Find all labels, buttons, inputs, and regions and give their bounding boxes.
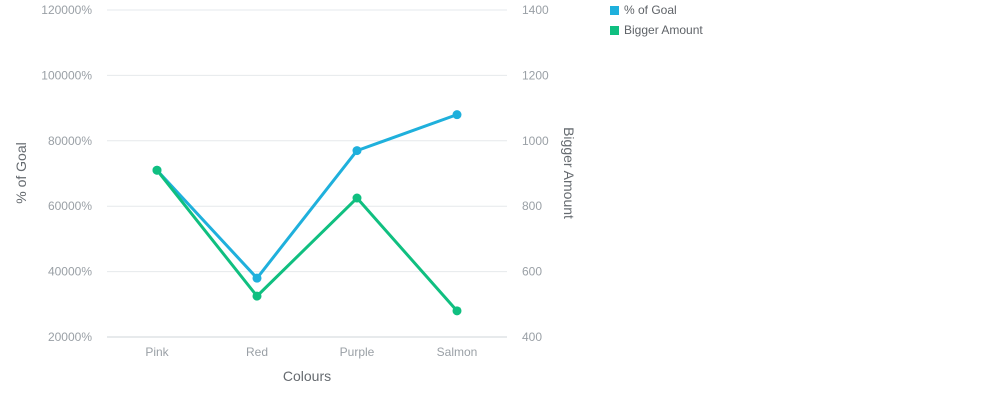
left-tick-label: 40000% (48, 265, 92, 279)
data-point[interactable] (152, 165, 162, 175)
legend-label-bigger-amount: Bigger Amount (624, 23, 703, 37)
left-tick-label: 20000% (48, 330, 92, 344)
x-tick-label: Salmon (437, 345, 478, 359)
x-axis-title: Colours (283, 368, 331, 384)
left-axis-title: % of Goal (13, 142, 29, 203)
left-tick-label: 100000% (41, 68, 92, 82)
series-line (155, 113, 459, 280)
gridlines (107, 9, 507, 338)
series-line (155, 168, 459, 313)
series-0 (152, 110, 462, 283)
x-tick-label: Purple (340, 345, 375, 359)
right-tick-label: 400 (522, 330, 542, 344)
legend-item-bigger-amount[interactable]: Bigger Amount (610, 23, 703, 37)
x-tick-label: Pink (145, 345, 169, 359)
right-axis-title: Bigger Amount (561, 127, 577, 219)
legend-item-goal[interactable]: % of Goal (610, 3, 677, 17)
right-tick-label: 800 (522, 199, 542, 213)
legend: % of Goal Bigger Amount (610, 3, 703, 37)
left-tick-label: 80000% (48, 134, 92, 148)
left-axis-ticks: 20000% 40000% 60000% 80000% 100000% 120000% (41, 3, 92, 344)
right-tick-label: 1000 (522, 134, 549, 148)
data-point[interactable] (252, 273, 262, 283)
legend-label-goal: % of Goal (624, 3, 677, 17)
data-point[interactable] (352, 193, 362, 203)
series-1 (152, 165, 462, 316)
x-tick-label: Red (246, 345, 268, 359)
right-tick-label: 600 (522, 265, 542, 279)
left-tick-label: 120000% (41, 3, 92, 17)
series-layer (152, 110, 462, 316)
right-axis-ticks: 400 600 800 1000 1200 1400 (522, 3, 549, 344)
right-tick-label: 1400 (522, 3, 549, 17)
data-point[interactable] (352, 146, 362, 156)
data-point[interactable] (452, 306, 462, 316)
legend-swatch-goal (610, 6, 619, 15)
data-point[interactable] (252, 291, 262, 301)
legend-swatch-bigger-amount (610, 26, 619, 35)
right-tick-label: 1200 (522, 68, 549, 82)
data-point[interactable] (452, 110, 462, 120)
left-tick-label: 60000% (48, 199, 92, 213)
x-axis-ticks: Pink Red Purple Salmon (145, 345, 477, 359)
